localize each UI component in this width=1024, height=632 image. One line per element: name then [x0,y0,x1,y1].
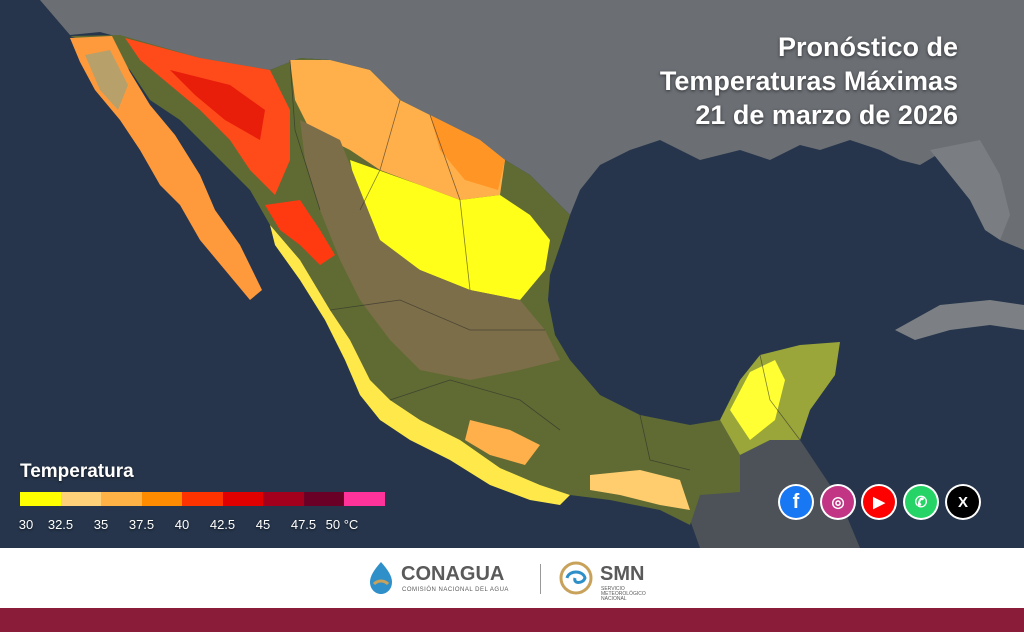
central-yellow [350,160,550,300]
florida-land [930,140,1010,240]
sonora-deepred [170,70,265,140]
legend-swatch [344,492,385,506]
legend-swatch [20,492,61,506]
legend-tick-label: 35 [93,517,109,532]
legend-tick-label: 30 [18,517,34,532]
cuba-land [895,300,1024,340]
conagua-name: CONAGUA [401,563,505,585]
footer: CONAGUA COMISIÓN NACIONAL DEL AGUA SMN S… [0,548,1024,608]
smn-sub-line-1: SERVICIO [601,586,625,592]
legend-tick-label: 50 °C [325,517,359,532]
facebook-icon[interactable]: f [780,486,812,518]
conagua-subtitle: COMISIÓN NACIONAL DEL AGUA [402,587,509,593]
legend-tick-label: 37.5 [128,517,155,532]
northeast-orange [430,115,505,190]
legend-swatch [141,492,182,506]
legend-tick-label: 32.5 [47,517,74,532]
sinaloa-red [265,200,335,265]
title-line-1: Pronóstico de [777,32,958,62]
oaxaca-orange [590,470,690,510]
sierra-interior [300,120,560,380]
baja-central [85,50,128,110]
legend-tick-label: 45 [255,517,271,532]
yucatan-yellow [730,360,785,440]
legend-tick-label: 47.5 [290,517,317,532]
legend-swatch [101,492,142,506]
whatsapp-icon[interactable]: ✆ [905,486,937,518]
legend-swatch [60,492,101,506]
legend-swatch [222,492,263,506]
state-borders [289,59,801,471]
legend-tick-label: 42.5 [209,517,236,532]
smn-logo-icon [559,561,593,595]
legend-swatch [263,492,304,506]
forecast-map: Pronóstico de Temperaturas Máximas 21 de… [0,0,1024,548]
bottom-band [0,608,1024,632]
sonora-red [125,38,290,195]
conagua-logo-icon [370,562,392,594]
footer-divider [540,564,541,594]
legend-colorbar [20,492,385,506]
title-line-3: 21 de marzo de 2026 [695,100,958,130]
legend-swatch [303,492,344,506]
smn-name: SMN [600,563,645,585]
usa-land [40,0,1024,250]
smn-subtitle: SERVICIO METEOROLÓGICO NACIONAL [601,587,646,602]
smn-sub-line-2: METEOROLÓGICO [601,591,646,597]
x-icon[interactable]: X [947,486,979,518]
smn-sub-line-3: NACIONAL [601,596,627,602]
south-orange [465,420,540,465]
legend-tick-label: 40 [174,517,190,532]
map-graphic [40,0,1024,548]
legend-title: Temperatura [20,461,134,482]
instagram-icon[interactable]: ◎ [822,486,854,518]
north-orange [290,60,505,200]
youtube-icon[interactable]: ▶ [863,486,895,518]
title-line-2: Temperaturas Máximas [659,66,958,96]
legend-swatch [182,492,223,506]
